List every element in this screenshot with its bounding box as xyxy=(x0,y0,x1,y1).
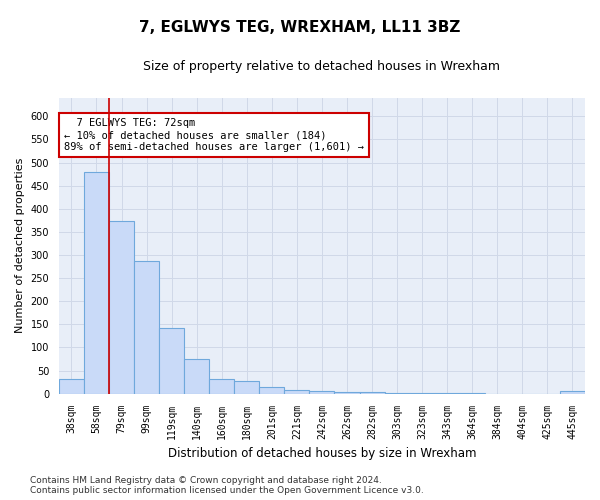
Bar xyxy=(134,260,159,394)
Bar xyxy=(59,379,84,394)
Y-axis label: Number of detached properties: Number of detached properties xyxy=(15,158,25,334)
Bar xyxy=(284,390,310,394)
Text: 7 EGLWYS TEG: 72sqm
← 10% of detached houses are smaller (184)
89% of semi-detac: 7 EGLWYS TEG: 72sqm ← 10% of detached ho… xyxy=(64,118,364,152)
Title: Size of property relative to detached houses in Wrexham: Size of property relative to detached ho… xyxy=(143,60,500,73)
Bar xyxy=(259,387,284,394)
Bar xyxy=(234,380,259,394)
Bar xyxy=(359,392,385,394)
Text: 7, EGLWYS TEG, WREXHAM, LL11 3BZ: 7, EGLWYS TEG, WREXHAM, LL11 3BZ xyxy=(139,20,461,35)
Bar xyxy=(109,221,134,394)
Bar xyxy=(209,380,234,394)
Bar xyxy=(560,392,585,394)
Bar xyxy=(84,172,109,394)
Bar xyxy=(159,328,184,394)
Bar xyxy=(334,392,359,394)
Bar xyxy=(184,359,209,394)
Bar xyxy=(310,392,334,394)
X-axis label: Distribution of detached houses by size in Wrexham: Distribution of detached houses by size … xyxy=(168,447,476,460)
Text: Contains HM Land Registry data © Crown copyright and database right 2024.
Contai: Contains HM Land Registry data © Crown c… xyxy=(30,476,424,495)
